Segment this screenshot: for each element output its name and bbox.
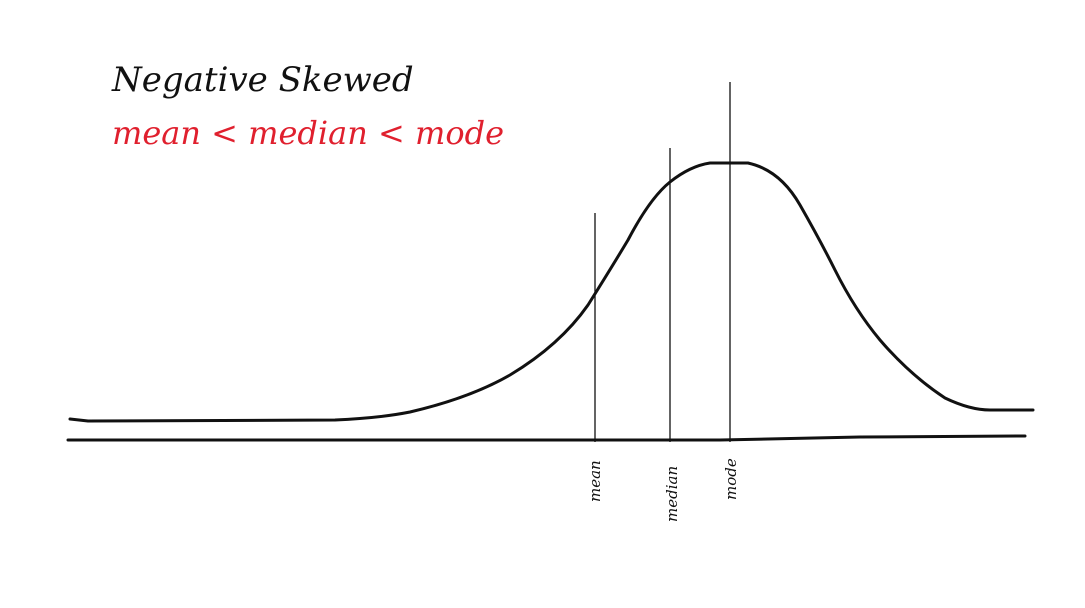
- x-axis-line: [66, 434, 1027, 442]
- distribution-curve: [68, 161, 1035, 423]
- mean-label: mean: [586, 460, 604, 502]
- diagram-title: Negative Skewed: [112, 60, 414, 100]
- mode-label: mode: [722, 458, 740, 500]
- diagram-subtitle: mean < median < mode: [112, 114, 504, 152]
- median-label: median: [663, 466, 681, 522]
